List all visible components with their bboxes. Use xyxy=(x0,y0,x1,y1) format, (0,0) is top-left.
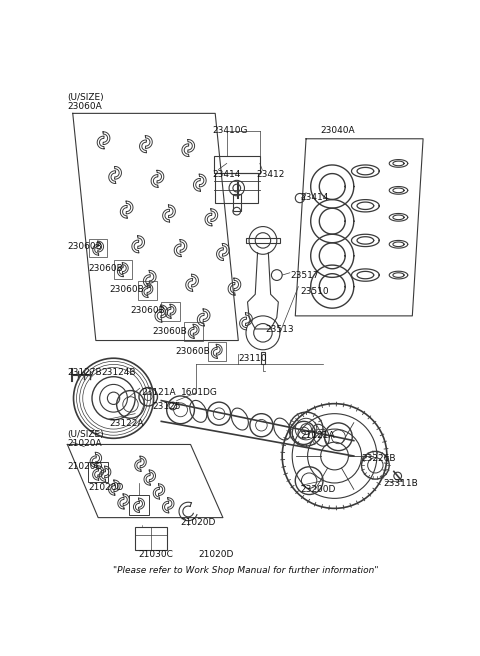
Text: 21020D: 21020D xyxy=(198,550,234,559)
Text: 23122A: 23122A xyxy=(109,419,144,428)
Text: 23410G: 23410G xyxy=(212,127,248,135)
Bar xyxy=(207,342,226,361)
Text: 23060B: 23060B xyxy=(175,346,210,356)
Text: 21020A: 21020A xyxy=(67,439,102,448)
Bar xyxy=(214,155,260,173)
Text: 21020D: 21020D xyxy=(88,483,123,492)
Bar xyxy=(138,281,156,300)
Bar xyxy=(184,322,203,340)
Text: 23040A: 23040A xyxy=(320,127,355,135)
Text: 23414: 23414 xyxy=(212,170,240,178)
Bar xyxy=(161,302,180,321)
Text: 23125: 23125 xyxy=(152,402,180,411)
Text: 23510: 23510 xyxy=(300,287,328,296)
Text: 23060A: 23060A xyxy=(67,102,102,111)
Text: 23414: 23414 xyxy=(300,193,328,201)
Text: (U/SIZE): (U/SIZE) xyxy=(67,92,104,102)
Text: 23124B: 23124B xyxy=(101,368,136,377)
Bar xyxy=(233,194,240,211)
Bar xyxy=(114,260,132,279)
Text: 21020D: 21020D xyxy=(67,462,103,471)
Text: 23110: 23110 xyxy=(238,354,267,363)
Text: 23060B: 23060B xyxy=(131,306,165,315)
Text: 23127B: 23127B xyxy=(67,368,102,377)
Bar xyxy=(215,173,258,203)
Text: 21121A: 21121A xyxy=(300,432,335,440)
Text: 21030C: 21030C xyxy=(138,550,173,559)
Bar xyxy=(135,527,168,550)
Text: 1601DG: 1601DG xyxy=(180,388,217,398)
Text: 23412: 23412 xyxy=(256,170,284,178)
Text: 23060B: 23060B xyxy=(67,242,102,251)
Text: 21020D: 21020D xyxy=(180,518,216,527)
Text: 23060B: 23060B xyxy=(88,264,123,272)
Bar xyxy=(129,495,149,514)
Text: (U/SIZE): (U/SIZE) xyxy=(67,430,104,439)
Text: 23226B: 23226B xyxy=(361,455,396,464)
Text: 23513: 23513 xyxy=(265,325,294,334)
Text: 23200D: 23200D xyxy=(300,485,335,494)
Bar xyxy=(88,462,108,482)
Bar xyxy=(89,239,108,257)
Text: 23060B: 23060B xyxy=(109,285,144,294)
Text: "Please refer to Work Shop Manual for further information": "Please refer to Work Shop Manual for fu… xyxy=(113,565,379,575)
Text: 23121A: 23121A xyxy=(141,388,176,398)
Bar xyxy=(246,238,280,243)
Text: 23311B: 23311B xyxy=(383,479,418,488)
Text: 23060B: 23060B xyxy=(152,327,187,336)
Bar xyxy=(261,352,265,364)
Text: 23517: 23517 xyxy=(291,271,319,280)
